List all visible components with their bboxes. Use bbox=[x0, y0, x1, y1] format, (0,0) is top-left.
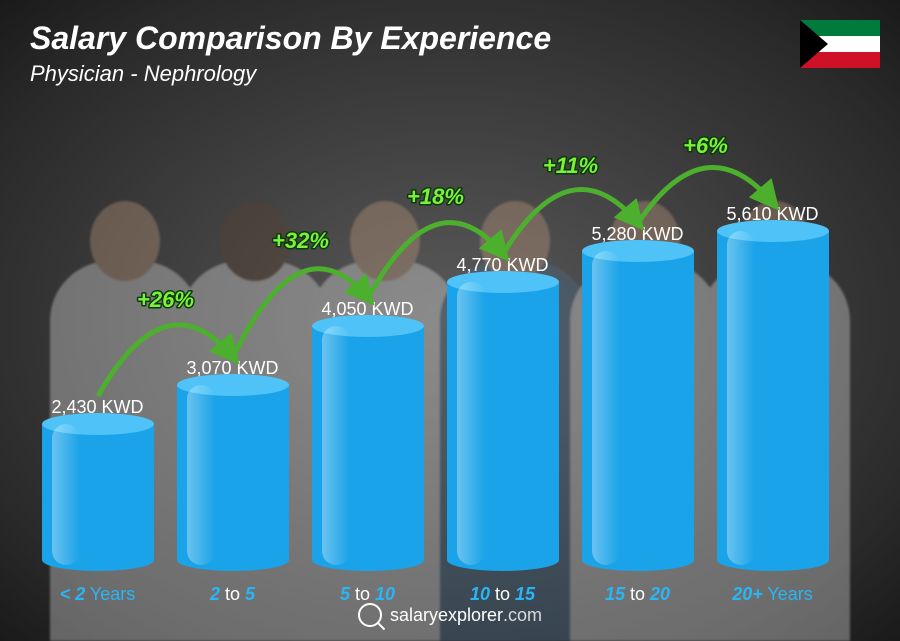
increase-pct-label: +6% bbox=[683, 133, 728, 158]
category-label: 5 to 10 bbox=[340, 584, 395, 605]
salary-bar bbox=[447, 282, 559, 571]
increase-pct-label: +32% bbox=[272, 228, 329, 253]
bar-group: 4,770 KWD10 to 15 bbox=[439, 255, 566, 571]
chart-subtitle: Physician - Nephrology bbox=[30, 61, 551, 87]
salary-bar bbox=[582, 251, 694, 571]
increase-pct-label: +26% bbox=[137, 287, 194, 312]
bar-group: 5,610 KWD20+ Years bbox=[709, 204, 836, 571]
salary-bar bbox=[717, 231, 829, 571]
category-label: 15 to 20 bbox=[605, 584, 670, 605]
bar-group: 3,070 KWD2 to 5 bbox=[169, 358, 296, 571]
category-label: 10 to 15 bbox=[470, 584, 535, 605]
bar-group: 2,430 KWD< 2 Years bbox=[34, 397, 161, 571]
increase-pct-label: +11% bbox=[542, 153, 597, 178]
chart-title: Salary Comparison By Experience bbox=[30, 20, 551, 57]
category-label: < 2 Years bbox=[60, 584, 136, 605]
bar-group: 5,280 KWD15 to 20 bbox=[574, 224, 701, 571]
brand-name: salaryexplorer bbox=[390, 605, 503, 626]
salary-bar bbox=[312, 326, 424, 571]
magnifier-icon bbox=[358, 603, 382, 627]
salary-bar bbox=[42, 424, 154, 571]
kuwait-flag-icon bbox=[800, 20, 880, 68]
bar-group: 4,050 KWD5 to 10 bbox=[304, 299, 431, 571]
footer-brand: salaryexplorer.com bbox=[0, 603, 900, 627]
chart-header: Salary Comparison By Experience Physicia… bbox=[30, 20, 551, 87]
increase-pct-label: +18% bbox=[407, 184, 464, 209]
category-label: 2 to 5 bbox=[210, 584, 255, 605]
salary-bar-chart: 2,430 KWD< 2 Years3,070 KWD2 to 54,050 K… bbox=[30, 120, 840, 571]
salary-bar bbox=[177, 385, 289, 571]
brand-tld: .com bbox=[503, 605, 542, 626]
category-label: 20+ Years bbox=[732, 584, 813, 605]
